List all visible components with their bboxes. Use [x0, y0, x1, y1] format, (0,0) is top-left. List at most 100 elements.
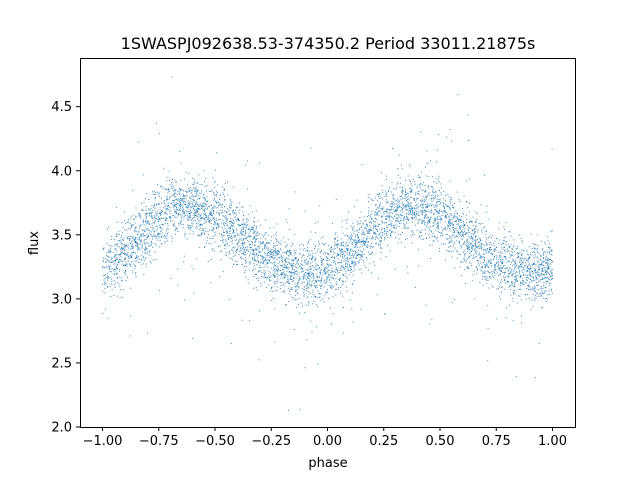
data-point	[283, 267, 285, 269]
data-point	[495, 255, 497, 257]
data-point	[449, 208, 451, 210]
data-point	[444, 243, 446, 245]
data-point	[526, 275, 528, 277]
data-point	[476, 231, 478, 233]
data-point	[273, 227, 275, 229]
data-point	[333, 256, 335, 258]
data-point	[547, 258, 549, 259]
data-point	[293, 259, 295, 261]
data-point	[445, 234, 447, 235]
data-point	[119, 259, 121, 261]
data-point	[275, 270, 277, 272]
data-point	[470, 254, 472, 256]
data-point	[167, 204, 169, 206]
data-point	[407, 227, 409, 229]
data-point	[199, 247, 201, 249]
data-point	[534, 254, 536, 256]
data-point	[252, 250, 254, 252]
data-point	[127, 246, 129, 248]
data-point	[456, 213, 458, 215]
data-point	[234, 235, 236, 237]
data-point	[449, 213, 451, 215]
data-point	[168, 209, 170, 211]
data-point	[269, 276, 271, 278]
data-point	[417, 198, 419, 200]
data-point	[267, 247, 269, 249]
data-point	[451, 222, 453, 224]
data-point	[255, 233, 257, 234]
data-point	[432, 225, 434, 226]
data-point	[353, 266, 355, 268]
data-point	[117, 264, 119, 266]
data-point	[110, 247, 112, 249]
data-point	[239, 224, 240, 226]
data-point	[309, 279, 311, 281]
data-point	[407, 175, 409, 177]
data-point	[291, 288, 293, 290]
data-point	[502, 242, 503, 244]
data-point	[361, 251, 363, 252]
data-point	[508, 273, 510, 275]
data-point	[366, 224, 368, 226]
data-point	[284, 251, 286, 253]
data-point	[434, 219, 436, 220]
data-point	[381, 247, 383, 249]
data-point	[534, 377, 536, 379]
data-point	[541, 261, 543, 263]
data-point	[269, 227, 271, 229]
data-point	[146, 242, 148, 244]
data-point	[533, 247, 535, 249]
data-point	[292, 266, 294, 268]
data-point	[541, 263, 543, 265]
data-point	[476, 247, 478, 249]
data-point	[539, 264, 541, 265]
data-point	[410, 206, 412, 208]
data-point	[121, 232, 123, 234]
data-point	[452, 232, 454, 233]
data-point	[322, 263, 324, 265]
data-point	[511, 269, 513, 271]
data-point	[521, 322, 523, 324]
data-point	[418, 174, 420, 176]
data-point	[391, 182, 393, 183]
data-point	[331, 246, 332, 248]
data-point	[307, 287, 309, 289]
data-point	[273, 263, 275, 265]
data-point	[317, 363, 319, 365]
data-point	[335, 288, 337, 290]
data-point	[157, 228, 159, 230]
data-point	[547, 263, 549, 265]
data-point	[454, 228, 456, 230]
data-point	[192, 338, 194, 339]
data-point	[460, 244, 462, 246]
data-point	[124, 252, 126, 254]
data-point	[511, 280, 513, 282]
data-point	[550, 288, 552, 290]
data-point	[480, 266, 482, 268]
data-point	[178, 201, 180, 203]
data-point	[386, 227, 388, 228]
data-point	[466, 214, 468, 216]
data-point	[244, 252, 246, 254]
data-point	[256, 273, 258, 275]
data-point	[358, 250, 360, 252]
data-point	[388, 215, 390, 217]
data-point	[250, 229, 252, 231]
data-point	[131, 240, 133, 242]
data-point	[306, 280, 308, 282]
data-point	[522, 282, 524, 284]
data-point	[340, 238, 342, 240]
data-point	[111, 257, 113, 259]
data-point	[346, 286, 348, 288]
data-point	[353, 254, 355, 256]
data-point	[174, 211, 175, 213]
data-point	[505, 317, 507, 319]
data-point	[325, 256, 327, 258]
data-point	[151, 217, 153, 219]
data-point	[411, 188, 413, 190]
data-point	[311, 258, 312, 260]
data-point	[167, 223, 169, 224]
data-point	[510, 263, 511, 265]
data-point	[274, 341, 276, 343]
data-point	[391, 201, 393, 203]
